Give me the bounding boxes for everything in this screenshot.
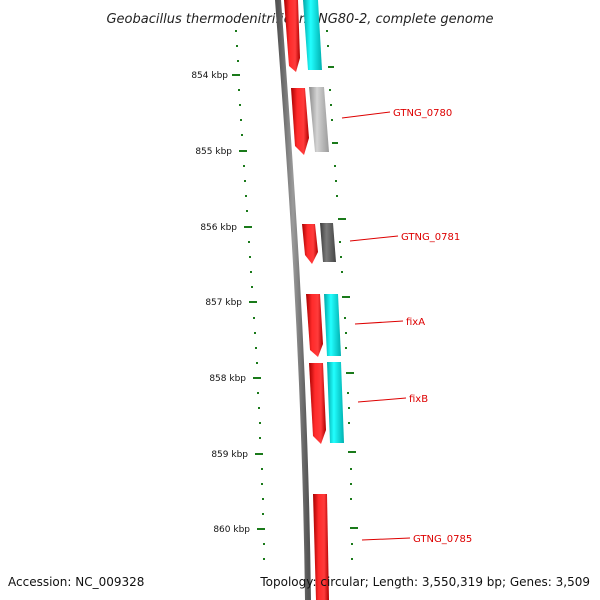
ruler-left-dots [235, 30, 265, 560]
cds-feature[interactable] [306, 294, 323, 357]
pseudogene-feature[interactable] [309, 87, 329, 152]
gene-label-gtng-0785[interactable]: GTNG_0785 [413, 534, 472, 545]
pseudogene-feature[interactable] [320, 223, 336, 262]
gene-label-fixa[interactable]: fixA [406, 317, 425, 328]
ruler-major-ticks [232, 74, 265, 530]
feature-track[interactable] [303, 0, 344, 443]
gene-label-gtng-0781[interactable]: GTNG_0781 [401, 232, 460, 243]
ruler-labels: 854 kbp 855 kbp 856 kbp 857 kbp 858 kbp … [191, 71, 250, 535]
cyan-feature[interactable] [324, 294, 341, 356]
cyan-feature[interactable] [303, 0, 322, 70]
ruler-right-dots [326, 30, 358, 560]
ruler-label: 858 kbp [209, 374, 246, 384]
cds-feature[interactable] [302, 224, 318, 264]
map-title: Geobacillus thermodenitrificans NG80-2, … [106, 12, 493, 27]
ruler-label: 857 kbp [205, 298, 242, 308]
genome-backbone [275, 0, 311, 600]
ruler-label: 854 kbp [191, 71, 228, 81]
gene-label-fixb[interactable]: fixB [409, 394, 428, 405]
gene-label-lines [341, 111, 411, 541]
cds-track[interactable] [284, 0, 329, 600]
accession-text: Accession: NC_009328 [8, 575, 144, 589]
cds-feature[interactable] [309, 363, 326, 444]
gene-label-gtng-0780[interactable]: GTNG_0780 [393, 108, 452, 119]
cds-feature[interactable] [291, 88, 309, 155]
ruler-label: 859 kbp [211, 450, 248, 460]
cyan-feature[interactable] [327, 362, 344, 443]
cds-feature[interactable] [284, 0, 300, 72]
genome-stats-text: Topology: circular; Length: 3,550,319 bp… [259, 575, 590, 589]
ruler-label: 855 kbp [195, 147, 232, 157]
gene-labels: GTNG_0780 GTNG_0781 fixA fixB GTNG_0785 [393, 108, 472, 545]
ruler-label: 860 kbp [213, 525, 250, 535]
cds-feature[interactable] [313, 494, 329, 600]
ruler-label: 856 kbp [200, 223, 237, 233]
